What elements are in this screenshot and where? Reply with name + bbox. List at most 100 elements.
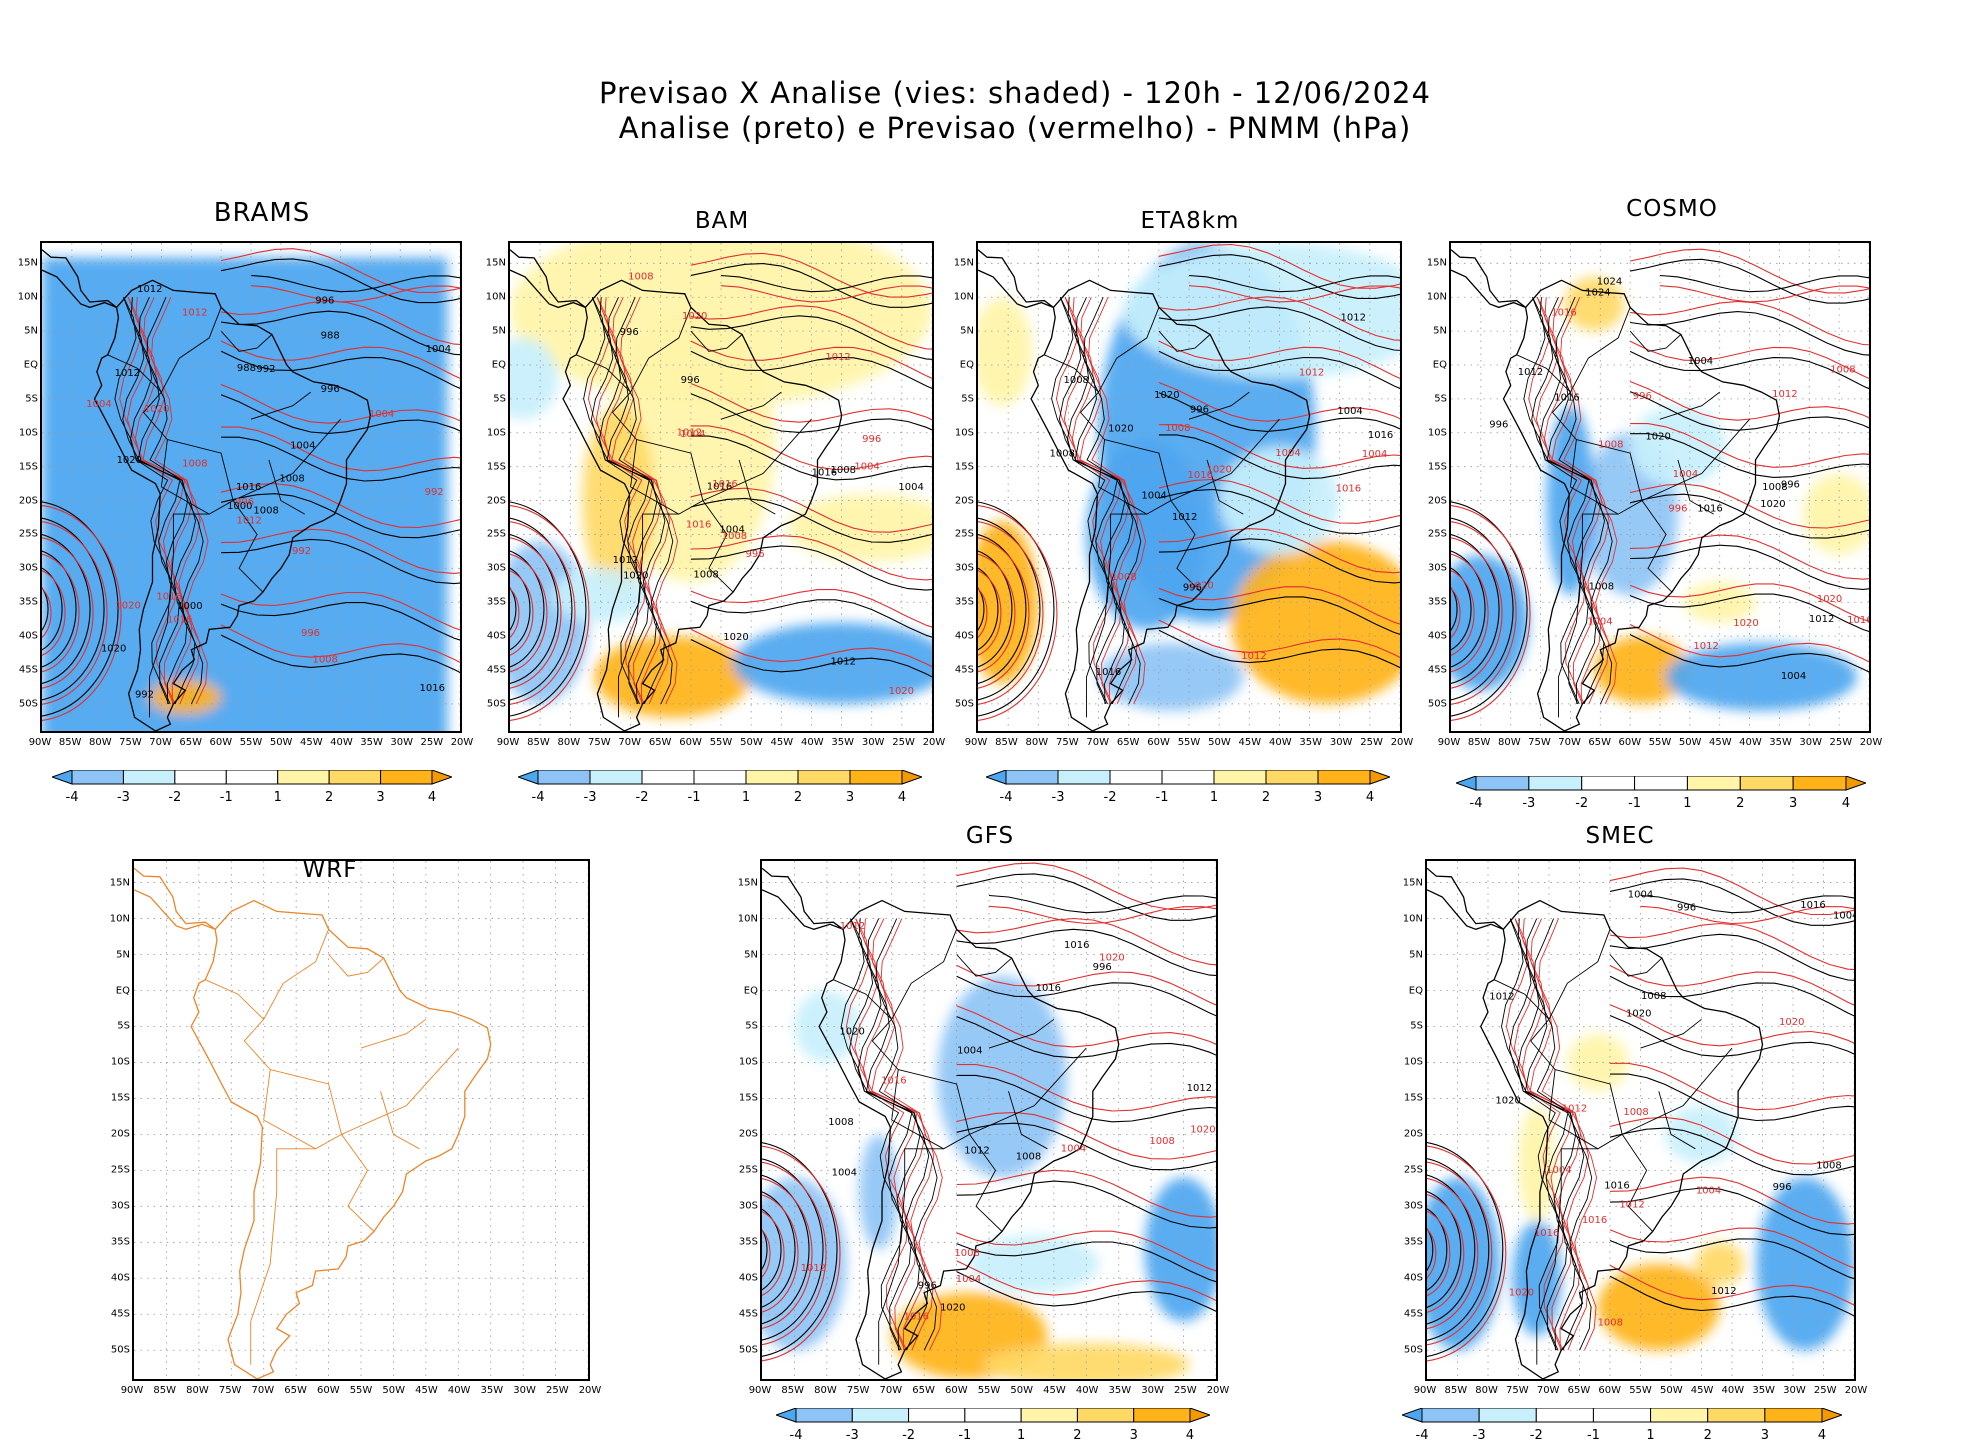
central-america-outline: [42, 249, 117, 309]
colorbar-segment: [964, 1407, 1022, 1423]
lat-label: 20S: [18, 495, 38, 507]
isobar-labels: 1008101210161020100410009969929881008101…: [86, 284, 451, 701]
lon-label: 55W: [349, 1385, 373, 1396]
forecast-isobar-label: 1008: [1598, 1318, 1623, 1329]
country-border: [341, 1047, 459, 1135]
forecast-isobar: [42, 570, 66, 656]
lon-label: 65W: [912, 1385, 935, 1396]
analysis-isobar: [720, 274, 932, 293]
lat-label: 25S: [1427, 528, 1447, 540]
analysis-isobar-label: 1020: [1626, 1009, 1651, 1020]
coastline: [1427, 867, 1764, 1379]
bias-area: [1098, 642, 1244, 711]
bias-area: [1756, 1177, 1854, 1351]
country-border: [1641, 418, 1750, 502]
analysis-isobar: [1629, 634, 1869, 673]
lon-label: 85W: [1444, 1385, 1468, 1396]
forecast-isobar: [690, 382, 932, 423]
coastline: [762, 867, 1120, 1379]
analysis-isobar-label: 1008: [1762, 482, 1787, 493]
latitude-axis: 15N 10N 5N EQ 5S 10S 15S 20S 25S 30S 35S 40S 45S 50S: [10, 241, 38, 733]
analysis-isobar: [1524, 918, 1585, 1351]
forecast-isobar-label: 1012: [1299, 367, 1324, 378]
forecast-isobar: [1451, 587, 1461, 639]
country-border: [738, 459, 776, 515]
lon-label: 70W: [1558, 737, 1581, 748]
longitude-axis: 90W 85W 80W 75W 70W 65W 60W 55W 50W 45W 40W 35W 30W 2…: [965, 737, 1414, 751]
lat-label: 5S: [493, 393, 506, 405]
lat-label: 15S: [954, 461, 974, 473]
forecast-isobar-label: 1016: [1847, 615, 1869, 626]
forecast-isobar-label: 1020: [1779, 1017, 1804, 1028]
country-border: [220, 330, 273, 352]
country-border: [1170, 418, 1280, 502]
lat-label: EQ: [959, 359, 974, 371]
analysis-isobar-label: 1000: [227, 501, 252, 512]
forecast-isobar-label: 1004: [1546, 1165, 1571, 1176]
colorbar-cosmo: -4 -3 -2 -1 1 2 3 4: [1454, 775, 1868, 812]
forecast-isobar: [1451, 537, 1503, 689]
lon-label: 35W: [1108, 1385, 1132, 1396]
lat-label: EQ: [1432, 359, 1447, 371]
lat-label: 10N: [485, 291, 506, 303]
forecast-isobar: [1609, 922, 1854, 971]
country-border: [690, 330, 743, 352]
lat-label: 10N: [953, 291, 974, 303]
lon-label: 50W: [1010, 1385, 1034, 1396]
colorbar-label: 1: [1209, 790, 1219, 805]
forecast-isobar: [1630, 534, 1869, 580]
analysis-isobar: [1158, 350, 1400, 390]
colorbar-label: 2: [1261, 790, 1271, 805]
colorbar-segment: [1213, 769, 1267, 785]
country-border: [988, 1018, 1055, 1049]
analysis-isobar-label: 1012: [1518, 367, 1543, 378]
analysis-isobar: [220, 258, 460, 304]
lat-label: 40S: [738, 1272, 758, 1284]
title-line-1: Previsao X Analise (vies: shaded) - 120h…: [599, 76, 1431, 110]
forecast-isobar: [880, 918, 943, 1351]
panel-title-wrf: WRF: [302, 857, 358, 883]
analysis-isobar-label: 1020: [940, 1302, 965, 1313]
forecast-isobar-label: 1012: [801, 1263, 826, 1274]
colorbar-label: 4: [427, 790, 437, 805]
colorbar-segment: [1109, 769, 1163, 785]
country-border: [107, 354, 168, 488]
colorbar-segment: [797, 769, 851, 785]
lat-label: 25S: [954, 528, 974, 540]
colorbar-segment: [537, 769, 591, 785]
forecast-isobar: [1451, 521, 1517, 705]
lat-label: 10N: [737, 913, 758, 925]
colorbar-segment: [1057, 769, 1111, 785]
colorbar-label: -4: [1469, 796, 1483, 811]
lat-label: 45S: [18, 664, 38, 676]
forecast-isobar-label: 1016: [904, 1312, 929, 1323]
colorbar-label: -1: [1628, 796, 1642, 811]
colorbar-segment: [1707, 1407, 1766, 1423]
bias-area: [1695, 1242, 1745, 1286]
lat-label: EQ: [743, 985, 758, 996]
lon-label: 60W: [316, 1385, 340, 1396]
south-america-outline: [1502, 279, 1781, 731]
forecast-isobar: [978, 553, 1016, 673]
lat-label: 30S: [18, 562, 38, 574]
panel-title-bam: BAM: [694, 208, 750, 234]
analysis-isobar-label: 1016: [1096, 667, 1121, 678]
colorbar-segment: [641, 769, 695, 785]
analysis-isobar-label: 988: [237, 363, 256, 374]
colorbar-label: -3: [583, 790, 597, 805]
analysis-isobar: [1523, 297, 1582, 705]
lat-label: 50S: [954, 698, 974, 710]
lon-label: 45W: [299, 737, 323, 748]
country-border: [630, 486, 734, 593]
forecast-isobar: [690, 305, 932, 350]
analysis-isobar: [1158, 254, 1400, 299]
forecast-isobar-label: 1012: [1693, 641, 1718, 652]
forecast-isobar: [1609, 1116, 1854, 1165]
lon-label: 30W: [390, 737, 414, 748]
colorbar-segment: [1650, 1407, 1709, 1423]
lon-label: 90W: [964, 737, 988, 748]
bias-area: [1144, 1177, 1216, 1322]
analysis-isobar: [583, 297, 642, 705]
forecast-isobar: [510, 537, 562, 689]
forecast-isobar: [220, 340, 460, 379]
